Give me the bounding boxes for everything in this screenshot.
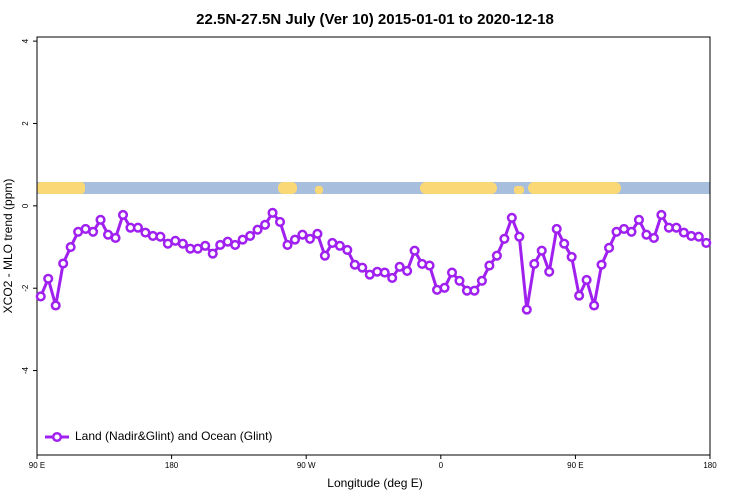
x-tick-label: 0	[439, 461, 444, 470]
data-point	[536, 245, 547, 256]
data-point	[476, 275, 487, 286]
legend-label: Land (Nadir&Glint) and Ocean (Glint)	[75, 429, 272, 443]
data-point	[319, 250, 330, 261]
legend-marker	[51, 431, 63, 443]
data-point	[648, 232, 659, 244]
y-tick-label: -2	[21, 284, 30, 292]
data-point	[439, 282, 450, 293]
x-tick-label: 180	[703, 461, 717, 470]
data-point	[671, 222, 682, 233]
data-point	[693, 231, 704, 242]
x-tick-label: 90 E	[29, 461, 45, 470]
data-point	[589, 300, 600, 311]
data-point	[409, 245, 420, 256]
data-point	[446, 267, 458, 278]
data-point	[499, 233, 510, 244]
y-tick-label: 2	[21, 121, 30, 126]
data-point	[626, 226, 637, 237]
y-axis-label: XCO2 - MLO trend (ppm)	[1, 179, 15, 314]
data-point	[424, 260, 435, 271]
data-point	[544, 266, 555, 277]
data-point	[559, 238, 570, 249]
map-strip	[37, 182, 710, 194]
data-point	[282, 239, 293, 251]
data-point	[245, 230, 256, 241]
data-point	[35, 291, 46, 302]
data-point	[394, 261, 405, 272]
y-tick-label: -4	[21, 366, 30, 374]
data-point	[95, 214, 106, 225]
data-point	[58, 258, 69, 269]
data-point	[267, 207, 278, 218]
x-axis-label: Longitude (deg E)	[327, 476, 422, 490]
data-point	[155, 231, 166, 242]
data-point	[177, 238, 188, 249]
data-point	[237, 234, 248, 245]
data-point	[252, 224, 263, 235]
data-point	[274, 216, 286, 227]
data-point	[43, 273, 54, 284]
data-point	[484, 260, 495, 271]
data-point	[88, 226, 99, 237]
data-point	[357, 262, 368, 273]
data-point	[230, 239, 241, 251]
data-point	[342, 244, 353, 255]
data-point	[529, 258, 540, 269]
data-point	[132, 222, 143, 233]
data-point	[200, 240, 211, 251]
data-point	[633, 214, 645, 225]
data-point	[574, 290, 585, 301]
data-point	[551, 223, 562, 234]
y-tick-label: 4	[21, 38, 30, 43]
data-point	[387, 272, 398, 283]
data-point	[604, 242, 615, 253]
data-point	[514, 231, 525, 242]
x-tick-label: 90 E	[567, 461, 583, 470]
data-point	[596, 259, 607, 270]
y-tick-label: 0	[21, 203, 30, 208]
data-point	[117, 209, 129, 220]
data-point	[521, 304, 532, 315]
data-point	[297, 229, 308, 240]
data-point	[312, 228, 323, 239]
data-point	[506, 212, 517, 223]
data-point	[701, 237, 712, 248]
data-point	[207, 248, 218, 259]
data-point	[379, 267, 390, 278]
data-point	[491, 250, 502, 261]
data-point	[334, 240, 345, 251]
data-point	[110, 232, 121, 244]
x-tick-label: 90 W	[297, 461, 316, 470]
data-point	[656, 209, 667, 220]
data-point	[469, 285, 480, 296]
data-point	[260, 219, 271, 230]
chart-title: 22.5N-27.5N July (Ver 10) 2015-01-01 to …	[196, 11, 554, 28]
data-point	[304, 233, 315, 244]
data-point	[65, 241, 76, 253]
data-point	[50, 300, 61, 311]
data-point	[289, 234, 301, 245]
data-point	[566, 251, 577, 262]
x-tick-label: 180	[165, 461, 179, 470]
data-point	[454, 275, 465, 286]
data-point	[402, 265, 413, 276]
data-point	[581, 274, 592, 286]
